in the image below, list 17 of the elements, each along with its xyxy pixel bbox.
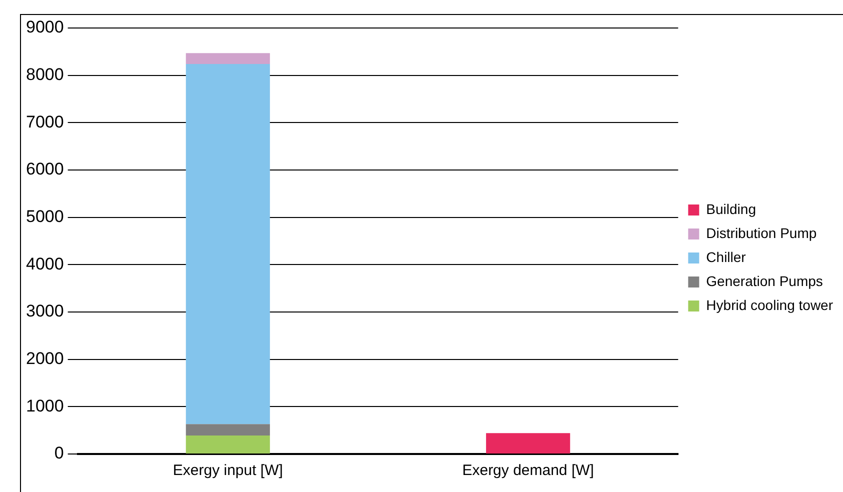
- y-tick-label: 5000: [26, 207, 64, 226]
- legend-label: Generation Pumps: [706, 272, 823, 289]
- legend-label: Building: [706, 200, 756, 217]
- y-tick-label: 9000: [26, 18, 64, 37]
- y-tick-label: 4000: [26, 254, 64, 274]
- y-tick-label: 0: [54, 444, 64, 463]
- legend-label: Distribution Pump: [706, 224, 817, 241]
- y-tick-label: 1000: [26, 396, 64, 416]
- y-tick-label: 3000: [26, 302, 64, 321]
- legend-label: Hybrid cooling tower: [706, 296, 834, 313]
- y-tick-label: 8000: [26, 65, 64, 84]
- legend-label: Chiller: [706, 248, 746, 265]
- y-tick-label: 2000: [26, 349, 64, 368]
- y-tick-label: 7000: [26, 112, 64, 132]
- x-tick-label: Exergy input [W]: [172, 462, 283, 480]
- x-tick-label: Exergy demand [W]: [462, 462, 594, 480]
- y-tick-label: 6000: [26, 160, 64, 179]
